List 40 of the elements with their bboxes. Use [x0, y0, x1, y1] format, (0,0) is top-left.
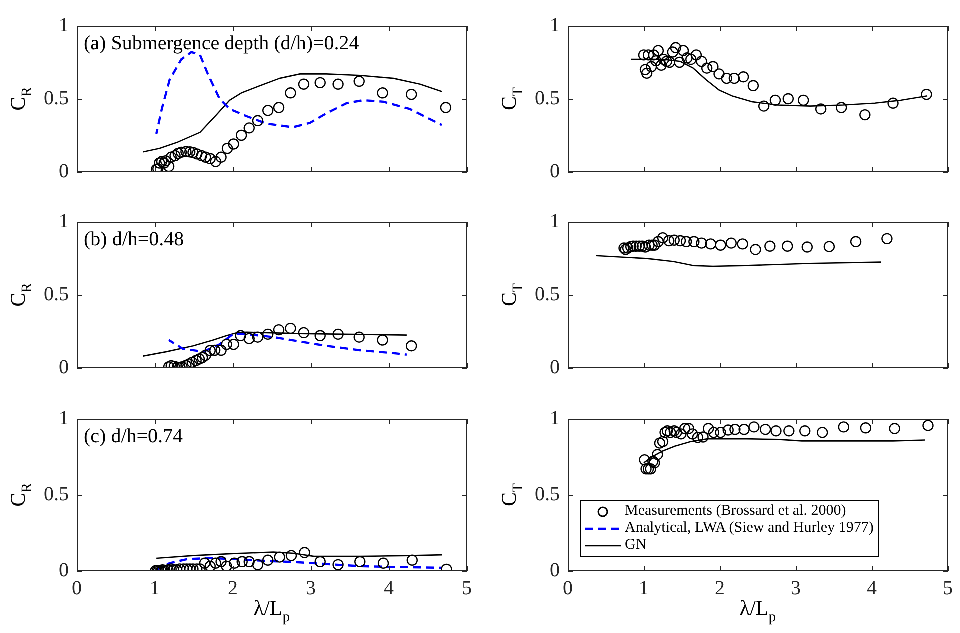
annotation: (a) Submergence depth (d/h)=0.24 — [84, 32, 360, 54]
x-tick-label: 5 — [943, 577, 953, 600]
x-tick-label: 2 — [228, 577, 238, 600]
y-tick-label: 0 — [550, 559, 560, 582]
y-axis-title: CR — [6, 282, 36, 307]
y-tick-label: 0.5 — [44, 483, 69, 506]
y-axis-title: CT — [497, 483, 526, 506]
y-axis-title: CT — [497, 87, 526, 110]
y-tick-label: 0 — [550, 160, 560, 182]
y-tick-label: 0.5 — [535, 283, 560, 306]
y-tick-label: 1 — [550, 210, 560, 232]
x-tick-label: 2 — [715, 577, 725, 600]
annotation: (b) d/h=0.48 — [84, 228, 184, 250]
legend-label: Analytical, LWA (Siew and Hurley 1977) — [625, 520, 874, 537]
y-axis-title: CR — [6, 86, 36, 111]
x-tick-label: 1 — [639, 577, 649, 600]
y-tick-label: 1 — [59, 210, 69, 232]
y-axis-title: CR — [6, 482, 36, 507]
y-tick-label: 0 — [59, 160, 69, 182]
x-tick-label: 4 — [867, 577, 877, 600]
y-tick-label: 0.5 — [535, 483, 560, 506]
x-tick-label: 3 — [791, 577, 801, 600]
x-tick-label: 1 — [150, 577, 160, 600]
y-tick-label: 0.5 — [44, 87, 69, 110]
y-tick-label: 0 — [59, 356, 69, 378]
annotation: (c) d/h=0.74 — [84, 425, 184, 448]
y-tick-label: 0 — [550, 356, 560, 378]
y-tick-label: 1 — [550, 407, 560, 430]
legend-label: GN — [625, 537, 647, 554]
x-tick-label: 4 — [384, 577, 394, 600]
x-tick-label: 5 — [462, 577, 472, 600]
y-tick-label: 1 — [550, 14, 560, 36]
y-tick-label: 0 — [59, 559, 69, 582]
x-tick-label: 3 — [306, 577, 316, 600]
legend-label: Measurements (Brossard et al. 2000) — [625, 503, 846, 520]
y-axis-title: CT — [497, 283, 526, 306]
y-tick-label: 0.5 — [535, 87, 560, 110]
y-tick-label: 1 — [59, 14, 69, 36]
y-tick-label: 1 — [59, 407, 69, 430]
y-tick-label: 0.5 — [44, 283, 69, 306]
